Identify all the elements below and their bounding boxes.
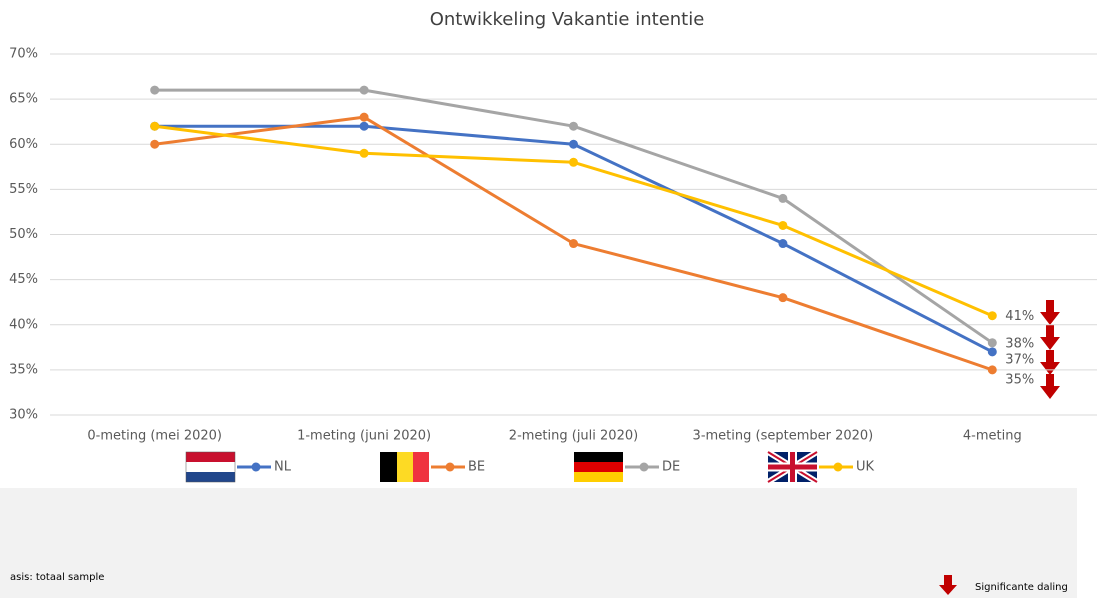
legend-label: UK (856, 460, 875, 475)
y-tick-label: 40% (9, 317, 38, 332)
data-point (778, 193, 788, 203)
data-point (778, 239, 788, 249)
y-tick-label: 35% (9, 362, 38, 377)
data-label: 37% (1005, 352, 1034, 367)
arrow-legend: Significante daling (975, 582, 1068, 593)
y-tick-label: 30% (9, 408, 38, 423)
data-point (359, 121, 369, 131)
y-tick-label: 70% (9, 47, 38, 62)
x-tick-label: 0-meting (mei 2020) (87, 429, 222, 444)
y-tick-label: 50% (9, 227, 38, 242)
data-point (359, 112, 369, 122)
arrow-icon (939, 575, 957, 595)
y-tick-label: 55% (9, 182, 38, 197)
significance-arrows (1040, 300, 1060, 399)
x-tick-label: 4-meting (963, 429, 1022, 444)
data-point (987, 338, 997, 348)
data-label: 35% (1005, 372, 1034, 387)
legend-label: BE (468, 460, 485, 475)
flag-de (574, 452, 623, 482)
data-point (778, 293, 788, 303)
chart-title: Ontwikkeling Vakantie intentie (430, 9, 705, 30)
x-tick-label: 3-meting (september 2020) (693, 429, 874, 444)
data-point (778, 220, 788, 230)
y-tick-label: 60% (9, 137, 38, 152)
data-point (987, 347, 997, 357)
data-label: 41% (1005, 309, 1034, 324)
flag-be (380, 452, 429, 482)
legend-marker (833, 462, 843, 472)
x-tick-label: 2-meting (juli 2020) (509, 429, 638, 444)
y-tick-label: 65% (9, 92, 38, 107)
legend-label: DE (662, 460, 680, 475)
data-point (987, 365, 997, 375)
legend-label: NL (274, 460, 292, 475)
data-label: 38% (1005, 336, 1034, 351)
y-tick-label: 45% (9, 272, 38, 287)
data-point (359, 85, 369, 95)
data-point (359, 148, 369, 158)
footnote: asis: totaal sample (10, 572, 104, 583)
legend-marker (445, 462, 455, 472)
flag-uk (766, 449, 819, 485)
data-point (150, 121, 160, 131)
data-point (987, 311, 997, 321)
data-point (569, 139, 578, 149)
legend-marker (251, 462, 261, 472)
legend-marker (639, 462, 649, 472)
data-point (150, 139, 160, 149)
data-point (569, 157, 578, 167)
flag-nl (185, 451, 236, 483)
footer-panel (0, 488, 1077, 598)
x-tick-label: 1-meting (juni 2020) (297, 429, 431, 444)
data-point (150, 85, 160, 95)
data-point (569, 121, 578, 131)
data-point (569, 239, 578, 249)
